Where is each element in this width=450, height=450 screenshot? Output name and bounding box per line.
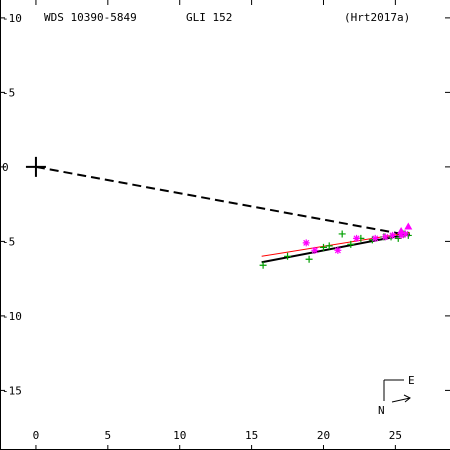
x-tick-label: 10 (173, 429, 186, 442)
asterisk-point (334, 246, 342, 254)
plus-point (338, 230, 346, 238)
plus-point (325, 242, 333, 250)
header-reference: (Hrt2017a) (344, 11, 410, 24)
y-tick-label: -5 (2, 86, 15, 99)
asterisk-point (397, 231, 405, 239)
dashed-connector-line (35, 165, 410, 237)
y-tick-label: -5 (2, 235, 15, 248)
primary-star-cross (25, 156, 46, 177)
primary-star-marker (25, 156, 46, 177)
observation-points (259, 222, 413, 269)
header-discoverer: GLI 152 (186, 11, 232, 24)
asterisk-point (371, 234, 379, 242)
plus-point (259, 261, 267, 269)
compass-north-label: N (378, 404, 385, 417)
x-tick-label: 5 (105, 429, 112, 442)
plot-header: WDS 10390-5849 GLI 152 (Hrt2017a) (44, 11, 410, 24)
y-tick-label: -10 (2, 12, 22, 25)
motion-arrow-head (403, 394, 411, 403)
compass-indicator: E N (378, 374, 415, 417)
plus-point (319, 243, 327, 251)
asterisk-point (388, 231, 396, 239)
asterisk-point (401, 230, 409, 238)
y-tick-label: -10 (2, 310, 22, 323)
x-tick-label: 0 (33, 429, 40, 442)
asterisk-point (353, 234, 361, 242)
asterisk-point (311, 246, 319, 254)
triangle-point (404, 222, 413, 230)
plus-point (284, 252, 292, 260)
asterisk-point (302, 239, 310, 247)
y-tick-label: -15 (2, 384, 22, 397)
compass-east-label: E (408, 374, 415, 387)
header-wds-id: WDS 10390-5849 (44, 11, 137, 24)
motion-arrow-shaft (391, 397, 411, 403)
x-tick-label: 15 (245, 429, 258, 442)
triangle-point (397, 226, 406, 234)
plus-point (305, 255, 313, 263)
plus-point (347, 240, 355, 248)
x-tick-label: 20 (317, 429, 330, 442)
tick-labels: 0 5 10 15 20 25 -10 -5 0 -5 -10 -15 (2, 12, 402, 442)
y-tick-label: 0 (2, 161, 9, 174)
x-tick-label: 25 (389, 429, 402, 442)
asterisk-point (381, 233, 389, 241)
